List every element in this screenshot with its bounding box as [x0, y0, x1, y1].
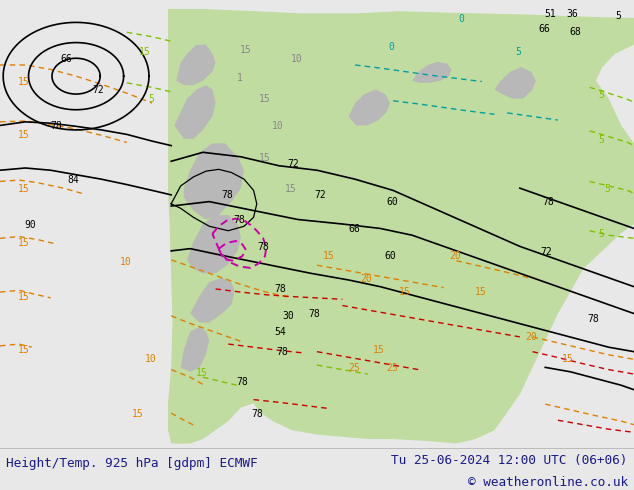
Polygon shape: [187, 215, 241, 273]
Polygon shape: [176, 45, 216, 85]
Text: 5: 5: [598, 90, 604, 100]
Text: 10: 10: [291, 54, 302, 64]
Text: 78: 78: [257, 242, 269, 252]
Text: 78: 78: [251, 410, 262, 419]
Text: Tu 25-06-2024 12:00 UTC (06+06): Tu 25-06-2024 12:00 UTC (06+06): [391, 454, 628, 467]
Text: 15: 15: [139, 47, 150, 56]
Text: 15: 15: [18, 130, 30, 140]
Text: 78: 78: [543, 197, 554, 207]
Text: 25: 25: [348, 363, 359, 373]
Text: 5: 5: [604, 184, 611, 194]
Text: 10: 10: [120, 257, 131, 267]
Text: 15: 15: [399, 287, 410, 297]
Text: 72: 72: [93, 85, 104, 96]
Text: 66: 66: [538, 24, 550, 34]
Text: 15: 15: [285, 184, 296, 194]
Text: 15: 15: [475, 287, 486, 297]
Text: 15: 15: [133, 410, 144, 419]
Text: 5: 5: [148, 95, 154, 104]
Text: 20: 20: [526, 332, 537, 342]
Text: 78: 78: [236, 377, 248, 387]
Text: 10: 10: [272, 122, 283, 131]
Text: 5: 5: [615, 11, 621, 21]
Text: 10: 10: [145, 354, 157, 364]
Text: 68: 68: [570, 27, 581, 37]
Text: 15: 15: [18, 76, 30, 87]
Text: 15: 15: [323, 251, 334, 261]
Polygon shape: [174, 85, 216, 139]
Text: 60: 60: [384, 251, 396, 261]
Text: 72: 72: [314, 190, 326, 200]
Text: 15: 15: [18, 184, 30, 194]
Text: Height/Temp. 925 hPa [gdpm] ECMWF: Height/Temp. 925 hPa [gdpm] ECMWF: [6, 458, 258, 470]
Text: 15: 15: [259, 153, 271, 163]
Polygon shape: [190, 278, 235, 322]
Polygon shape: [181, 327, 209, 372]
Polygon shape: [184, 144, 244, 220]
Text: 72: 72: [541, 247, 552, 257]
Text: 78: 78: [308, 310, 320, 319]
Text: 15: 15: [18, 238, 30, 248]
Text: 0: 0: [458, 14, 465, 24]
Text: 60: 60: [386, 197, 398, 207]
Polygon shape: [495, 67, 536, 98]
Text: 15: 15: [18, 292, 30, 301]
Text: 0: 0: [389, 42, 395, 52]
Polygon shape: [349, 90, 390, 125]
Text: © weatheronline.co.uk: © weatheronline.co.uk: [467, 476, 628, 489]
Text: 15: 15: [196, 368, 207, 378]
Text: 25: 25: [386, 363, 398, 373]
Text: 15: 15: [373, 345, 385, 355]
Text: 5: 5: [515, 47, 522, 56]
Text: 30: 30: [283, 311, 294, 321]
Text: 84: 84: [67, 175, 79, 185]
Text: 15: 15: [18, 345, 30, 355]
Text: 66: 66: [61, 54, 72, 64]
Text: 78: 78: [587, 314, 598, 324]
Text: 15: 15: [240, 45, 252, 55]
Text: 78: 78: [234, 216, 245, 225]
Text: 20: 20: [361, 273, 372, 284]
Polygon shape: [168, 9, 634, 443]
Text: 36: 36: [566, 9, 578, 19]
Text: 5: 5: [598, 229, 604, 239]
Text: 78: 78: [221, 190, 233, 200]
Text: 1: 1: [236, 74, 243, 83]
Text: 78: 78: [50, 122, 61, 131]
Text: 15: 15: [259, 95, 271, 104]
Text: 78: 78: [276, 347, 288, 357]
Text: 90: 90: [25, 220, 36, 230]
Text: 15: 15: [562, 354, 573, 364]
Text: 5: 5: [598, 135, 604, 145]
Text: 72: 72: [288, 159, 299, 169]
Text: 54: 54: [275, 327, 286, 338]
Polygon shape: [412, 62, 451, 83]
Text: 66: 66: [348, 224, 359, 234]
Text: 20: 20: [450, 251, 461, 261]
Text: 51: 51: [545, 9, 556, 19]
Text: 78: 78: [275, 284, 286, 294]
